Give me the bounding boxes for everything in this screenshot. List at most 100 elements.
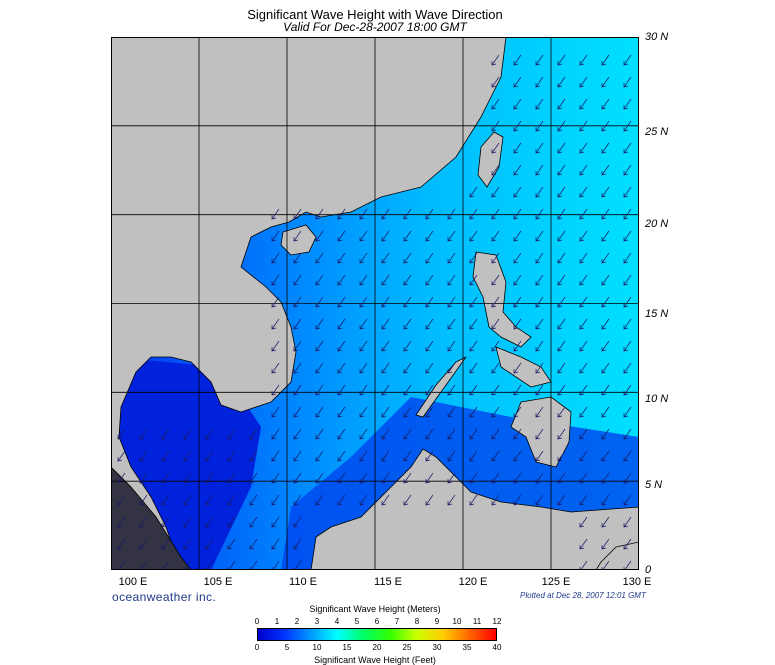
wave-arrow-head: [271, 369, 277, 374]
wave-arrow-shaft: [337, 384, 346, 396]
wave-arrow-shaft: [601, 296, 610, 308]
wave-arrow-shaft: [623, 54, 632, 66]
wave-arrow-head: [139, 457, 145, 462]
wave-arrow: [337, 384, 346, 396]
wave-arrow-head: [579, 435, 585, 440]
wave-arrow: [447, 208, 456, 220]
wave-arrow-head: [205, 545, 211, 550]
wave-arrow-head: [315, 391, 321, 396]
wave-arrow-head: [469, 391, 475, 396]
wave-arrow-shaft: [293, 494, 302, 506]
wave-arrow: [579, 428, 588, 440]
wave-arrow-head: [403, 215, 409, 220]
wave-arrow: [469, 384, 478, 396]
wave-arrow: [535, 208, 544, 220]
wave-arrow-shaft: [249, 538, 258, 550]
wave-arrow: [513, 494, 522, 506]
wave-arrow: [601, 428, 610, 440]
wave-arrow: [425, 384, 434, 396]
wave-arrow-shaft: [491, 472, 500, 484]
wave-arrow-head: [557, 303, 563, 308]
meters-tick-label: 8: [414, 617, 420, 626]
wave-arrow: [293, 494, 302, 506]
wave-arrow-shaft: [557, 208, 566, 220]
wave-arrow-head: [557, 149, 563, 154]
wave-arrow-shaft: [491, 230, 500, 242]
wave-arrow-shaft: [227, 428, 236, 440]
wave-arrow-shaft: [469, 494, 478, 506]
wave-arrow-head: [337, 325, 343, 330]
feet-tick-label: 15: [342, 643, 352, 652]
wave-arrow: [557, 472, 566, 484]
wave-arrow: [469, 318, 478, 330]
wave-arrow: [447, 472, 456, 484]
wave-arrow: [601, 252, 610, 264]
wave-arrow-shaft: [513, 450, 522, 462]
lon-label-115e: 115 E: [374, 576, 402, 588]
wave-arrow-shaft: [623, 230, 632, 242]
meters-tick-label: 5: [354, 617, 360, 626]
wave-arrow-head: [139, 435, 145, 440]
wave-arrow: [601, 142, 610, 154]
wave-arrow-head: [535, 303, 541, 308]
wave-arrow-shaft: [205, 516, 214, 528]
wave-arrow-shaft: [117, 472, 126, 484]
wave-arrow-shaft: [425, 450, 434, 462]
wave-arrow-shaft: [227, 538, 236, 550]
lon-label-105e: 105 E: [203, 576, 233, 588]
wave-arrow-head: [601, 523, 607, 528]
wave-arrow-shaft: [425, 428, 434, 440]
wave-arrow-shaft: [469, 340, 478, 352]
wave-arrow-shaft: [293, 362, 302, 374]
wave-arrow-head: [623, 127, 629, 132]
wave-arrow-shaft: [623, 406, 632, 418]
wave-arrow-shaft: [469, 274, 478, 286]
wave-arrow: [139, 450, 148, 462]
wave-arrow-head: [601, 61, 607, 66]
wave-arrow-shaft: [183, 538, 192, 550]
feet-tick-label: 25: [402, 643, 412, 652]
wave-arrow: [315, 274, 324, 286]
wave-arrow-head: [425, 237, 431, 242]
wave-arrow-shaft: [623, 362, 632, 374]
wave-arrow: [579, 406, 588, 418]
wave-arrow-shaft: [491, 384, 500, 396]
wave-arrow: [447, 362, 456, 374]
wave-arrow-shaft: [205, 428, 214, 440]
wave-arrow-head: [469, 259, 475, 264]
wave-arrow-shaft: [359, 384, 368, 396]
wave-arrow: [227, 538, 236, 550]
wave-arrow-shaft: [271, 296, 280, 308]
wave-arrow-head: [579, 523, 585, 528]
wave-arrow-shaft: [161, 428, 170, 440]
wave-arrow-head: [205, 501, 211, 506]
wave-arrow-head: [315, 413, 321, 418]
wave-arrow-head: [579, 215, 585, 220]
wave-arrow-shaft: [579, 538, 588, 550]
wave-arrow-head: [381, 391, 387, 396]
wave-arrow-shaft: [337, 274, 346, 286]
wave-arrow: [271, 230, 280, 242]
wave-arrow-head: [183, 545, 189, 550]
wave-arrow: [293, 362, 302, 374]
wave-arrow: [359, 362, 368, 374]
wave-arrow: [117, 428, 126, 440]
legend-meters-title: Significant Wave Height (Meters): [309, 604, 441, 614]
wave-arrow: [293, 406, 302, 418]
wave-arrow-head: [183, 523, 189, 528]
wave-arrow-head: [271, 567, 276, 570]
wave-arrow-shaft: [469, 252, 478, 264]
wave-arrow-head: [403, 413, 409, 418]
wave-arrow-shaft: [271, 318, 280, 330]
wave-arrow: [579, 186, 588, 198]
wave-arrow: [425, 428, 434, 440]
wave-arrow-head: [293, 369, 299, 374]
wave-arrow-head: [579, 61, 585, 66]
wave-arrow-head: [513, 347, 519, 352]
wave-arrow-shaft: [227, 516, 236, 528]
wave-arrow-shaft: [271, 208, 280, 220]
wave-arrow: [403, 362, 412, 374]
wave-arrow: [337, 494, 346, 506]
wave-arrow-shaft: [513, 274, 522, 286]
wave-arrow-head: [535, 171, 541, 176]
